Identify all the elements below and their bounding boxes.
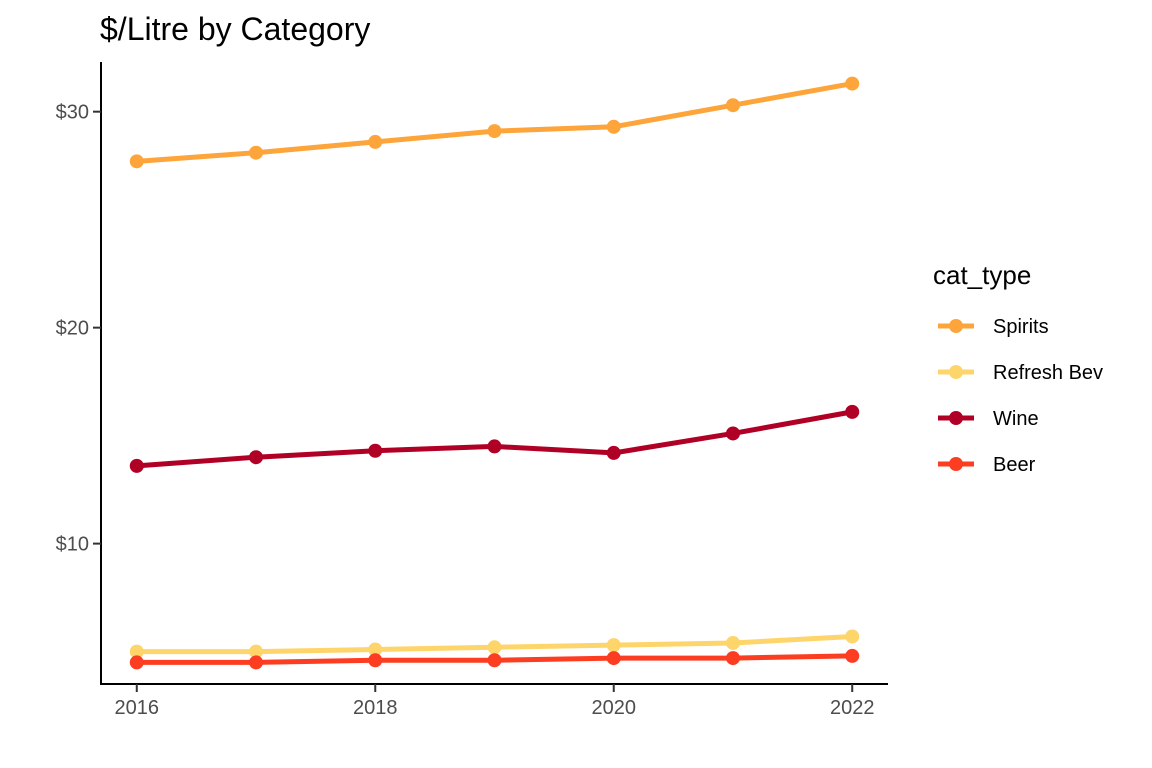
data-point-spirits: [725, 98, 740, 113]
data-point-refresh-bev: [487, 640, 502, 655]
data-point-spirits: [606, 119, 621, 134]
series-line-wine: [134, 409, 855, 469]
data-point-beer: [487, 653, 502, 668]
data-point-beer: [606, 651, 621, 666]
data-point-spirits: [845, 76, 860, 91]
legend: cat_type Spirits Refresh Bev Wine Beer: [933, 260, 1103, 476]
data-point-beer: [129, 655, 144, 670]
series-beer: [129, 648, 860, 670]
legend-label: Spirits: [993, 316, 1049, 338]
x-tick-label: 2020: [591, 697, 636, 719]
legend-item-spirits: Spirits: [938, 316, 1049, 338]
data-point-refresh-bev: [129, 644, 144, 659]
legend-key-point: [949, 411, 963, 425]
series-wine: [129, 404, 860, 473]
legend-label: Wine: [993, 408, 1039, 430]
data-point-wine: [487, 439, 502, 454]
series-spirits: [129, 76, 860, 169]
x-tick-label: 2018: [353, 697, 398, 719]
data-point-wine: [606, 445, 621, 460]
data-point-spirits: [368, 134, 383, 149]
data-point-refresh-bev: [606, 638, 621, 653]
data-point-beer: [249, 655, 264, 670]
data-point-wine: [368, 443, 383, 458]
y-tick-label: $10: [56, 534, 89, 556]
legend-label: Refresh Bev: [993, 362, 1103, 384]
legend-label: Beer: [993, 454, 1036, 476]
data-point-refresh-bev: [249, 644, 264, 659]
data-point-beer: [368, 653, 383, 668]
chart-title: $/Litre by Category: [100, 11, 370, 47]
data-point-spirits: [249, 145, 264, 160]
data-point-refresh-bev: [725, 635, 740, 650]
data-point-refresh-bev: [845, 629, 860, 644]
series-line-spirits: [134, 81, 855, 164]
data-point-wine: [845, 404, 860, 419]
legend-key-point: [949, 365, 963, 379]
data-point-refresh-bev: [368, 642, 383, 657]
data-point-beer: [725, 651, 740, 666]
legend-item-beer: Beer: [938, 454, 1036, 476]
legend-key-point: [949, 319, 963, 333]
series-refresh-bev: [129, 629, 860, 659]
data-point-spirits: [129, 154, 144, 169]
x-tick-label: 2016: [115, 697, 160, 719]
data-point-wine: [129, 458, 144, 473]
y-tick-label: $30: [56, 102, 89, 124]
data-point-wine: [249, 450, 264, 465]
legend-key-point: [949, 457, 963, 471]
x-tick-label: 2022: [830, 697, 875, 719]
plot-area: [129, 76, 860, 670]
data-point-wine: [725, 426, 740, 441]
x-axis: 2016 2018 2020 2022: [115, 684, 875, 719]
y-axis: $10 $20 $30: [56, 102, 101, 556]
legend-item-refresh-bev: Refresh Bev: [938, 362, 1103, 384]
legend-title: cat_type: [933, 260, 1031, 290]
data-point-spirits: [487, 124, 502, 139]
legend-item-wine: Wine: [938, 408, 1039, 430]
data-point-beer: [845, 648, 860, 663]
y-tick-label: $20: [56, 318, 89, 340]
